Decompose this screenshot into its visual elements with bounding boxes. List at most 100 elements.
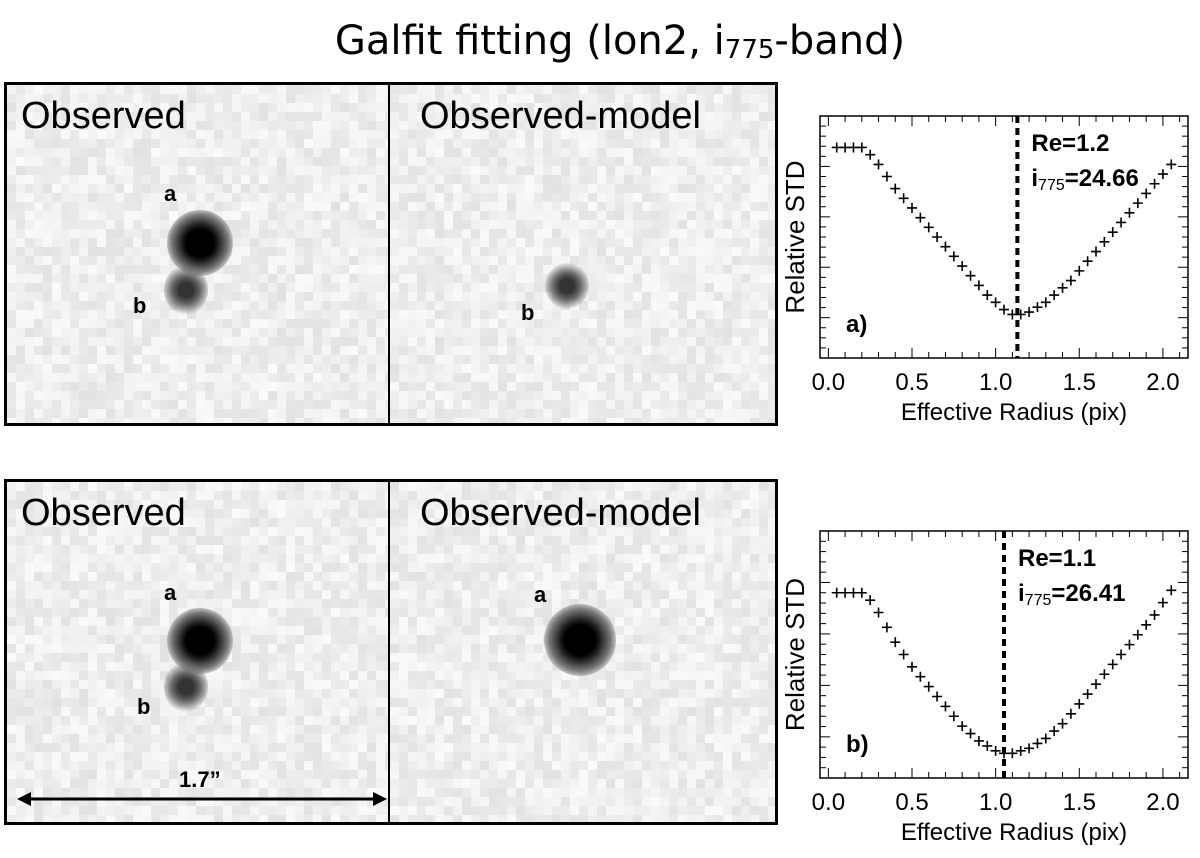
data-point xyxy=(1015,745,1026,756)
data-point xyxy=(948,711,959,722)
data-point xyxy=(1116,217,1127,228)
y-axis-label: Relative STD xyxy=(780,578,810,731)
data-point xyxy=(1124,639,1135,650)
scale-bar-arrow xyxy=(17,792,387,806)
data-point xyxy=(848,587,859,598)
data-point xyxy=(831,142,842,153)
data-point xyxy=(1132,629,1143,640)
data-point xyxy=(898,193,909,204)
data-point xyxy=(982,740,993,751)
data-point xyxy=(915,671,926,682)
data-point xyxy=(1099,669,1110,680)
data-point xyxy=(881,622,892,633)
x-axis-label: Effective Radius (pix) xyxy=(901,819,1127,846)
data-point xyxy=(999,304,1009,315)
data-point xyxy=(1057,718,1068,729)
source-label-b: b xyxy=(137,694,151,719)
data-point xyxy=(873,159,884,170)
data-point xyxy=(1141,619,1152,630)
data-point xyxy=(1099,236,1110,247)
data-point xyxy=(1074,698,1085,709)
data-point xyxy=(915,212,926,223)
data-point xyxy=(1166,585,1177,596)
data-point xyxy=(890,183,901,194)
x-tick-label: 1.5 xyxy=(1063,789,1096,816)
residual-source-a-blob xyxy=(544,604,616,676)
x-tick-label: 1.0 xyxy=(979,789,1012,816)
x-tick-label: 0.5 xyxy=(895,789,928,816)
data-point xyxy=(999,748,1009,759)
observed-panel-2: Observed a b 1.7” xyxy=(7,482,390,822)
x-axis-label: Effective Radius (pix) xyxy=(901,399,1127,426)
figure-title: Galfit fitting (lon2, i775-band) xyxy=(0,18,1200,65)
observed-panel-1: Observed a b xyxy=(7,85,390,423)
data-point xyxy=(1065,275,1076,286)
residual-noise-1 xyxy=(390,85,775,423)
data-point xyxy=(965,270,976,281)
data-point xyxy=(873,607,884,618)
data-point xyxy=(1040,733,1051,744)
residual-panel-2: Observed-model a xyxy=(390,482,775,822)
data-point xyxy=(907,661,917,672)
data-point xyxy=(1149,609,1160,620)
data-point xyxy=(831,587,842,598)
x-tick-label: 2.0 xyxy=(1146,789,1179,816)
x-tick-label: 0.5 xyxy=(895,369,928,396)
data-point xyxy=(957,721,968,732)
data-point xyxy=(973,735,984,746)
y-axis-label: Relative STD xyxy=(780,160,810,313)
x-tick-label: 2.0 xyxy=(1146,369,1179,396)
observed-model-title: Observed-model xyxy=(420,95,701,137)
data-point xyxy=(840,142,851,153)
image-row-2: Observed a b 1.7” Observed-model a xyxy=(4,479,778,825)
data-point xyxy=(957,261,968,272)
data-point xyxy=(856,587,867,598)
data-point xyxy=(1007,309,1018,320)
data-point xyxy=(1091,679,1101,690)
data-point xyxy=(940,241,951,252)
data-point xyxy=(1082,256,1093,267)
scale-bar-label: 1.7” xyxy=(179,767,221,792)
plot-frame xyxy=(819,115,1189,359)
data-point xyxy=(1132,198,1143,209)
data-point xyxy=(982,290,993,301)
data-point xyxy=(932,691,943,702)
data-point xyxy=(840,587,851,598)
data-point xyxy=(890,637,901,648)
observed-model-title: Observed-model xyxy=(420,492,701,534)
data-point xyxy=(1015,309,1026,320)
data-point xyxy=(898,649,909,660)
data-point xyxy=(907,202,917,213)
data-point xyxy=(990,745,1001,756)
data-point xyxy=(932,232,943,242)
data-point xyxy=(973,280,984,291)
data-point xyxy=(848,142,859,153)
x-tick-label: 0.0 xyxy=(812,369,845,396)
data-point xyxy=(1091,246,1101,257)
observed-title: Observed xyxy=(21,492,186,534)
residual-panel-1: Observed-model b xyxy=(390,85,775,423)
data-point xyxy=(1032,302,1043,313)
data-point xyxy=(1049,290,1060,301)
source-b-blob xyxy=(164,662,208,712)
data-point xyxy=(948,251,959,262)
data-point xyxy=(923,222,934,233)
data-point xyxy=(1149,178,1160,189)
residual-source-label-b: b xyxy=(521,300,535,325)
data-point xyxy=(1007,748,1018,759)
data-point xyxy=(865,595,876,606)
data-point xyxy=(1116,649,1127,660)
data-point xyxy=(1057,282,1068,293)
residual-source-b-blob xyxy=(545,263,589,309)
annotation-re: Re=1.1 xyxy=(1018,545,1096,572)
image-row-1: Observed a b Observed-model b xyxy=(4,82,778,426)
data-point xyxy=(1024,743,1035,754)
source-label-b: b xyxy=(133,293,147,318)
title-main: Galfit fitting (lon2, i xyxy=(334,18,725,64)
residual-noise-2 xyxy=(390,482,775,822)
data-point xyxy=(1074,265,1085,276)
data-point xyxy=(1024,307,1035,318)
annotation-re: Re=1.2 xyxy=(1031,130,1109,157)
data-point xyxy=(940,701,951,712)
